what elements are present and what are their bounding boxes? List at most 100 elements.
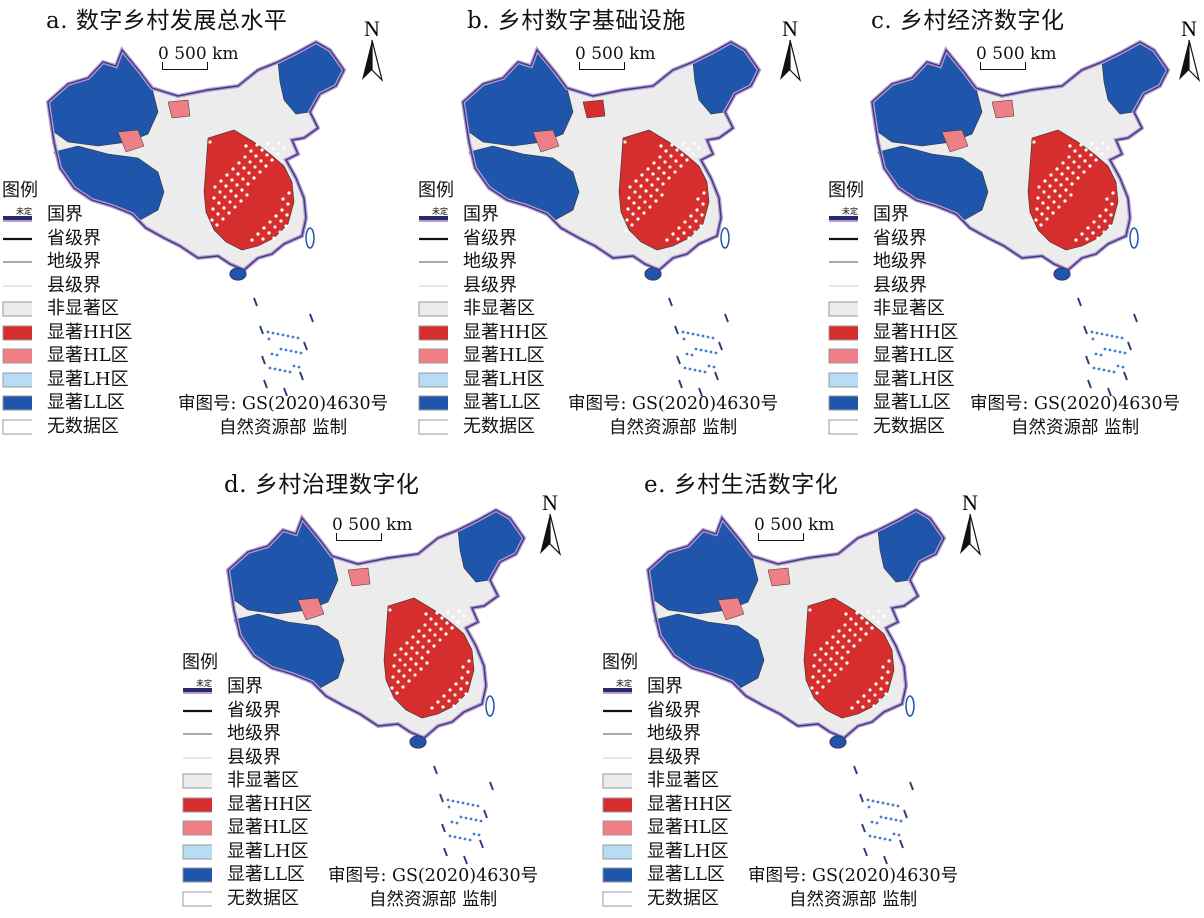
legend-swatch (182, 891, 212, 906)
legend-label: 无数据区 (227, 887, 299, 909)
undetermined-mark: 未定 (16, 207, 32, 216)
legend-swatch (602, 820, 632, 836)
review-number: 审图号: GS(2020)4630号 自然资源部 监制 (178, 392, 388, 440)
undetermined-mark: 未定 (616, 679, 632, 688)
legend-label: 显著LL区 (463, 392, 541, 413)
legend-swatch (419, 285, 448, 286)
legend-swatch (602, 773, 632, 789)
legend-label: 显著HH区 (647, 793, 733, 815)
north-arrow-icon: N (1179, 16, 1201, 82)
china-map (225, 507, 527, 865)
legend-swatch (829, 285, 858, 286)
legend-label: 地级界 (227, 723, 281, 744)
undetermined-mark: 未定 (432, 207, 448, 216)
legend-swatch (183, 757, 212, 758)
legend-swatch (182, 867, 212, 883)
legend-label: 地级界 (47, 251, 101, 272)
legend-label: 国界 (873, 204, 909, 225)
scale-bar (162, 62, 208, 70)
review-line-1: 审图号: GS(2020)4630号 (748, 866, 959, 886)
legend-swatch: 未定 (829, 207, 858, 222)
undetermined-mark: 未定 (196, 679, 212, 688)
legend-title: 图例 (602, 652, 638, 673)
legend-label: 显著LH区 (873, 368, 955, 390)
legend-swatch (2, 419, 32, 434)
legend-label: 显著LH区 (647, 840, 729, 862)
legend-label: 显著HH区 (873, 321, 959, 343)
legend-label: 无数据区 (647, 887, 719, 909)
review-line-2: 自然资源部 监制 (609, 418, 738, 438)
legend-swatch (603, 733, 632, 735)
map-panel-e: e. 乡村生活数字化 0 500 km N 图例 未定 国界 省级界 地级界 县级界 非显… (600, 462, 1010, 918)
review-number: 审图号: GS(2020)4630号 自然资源部 监制 (568, 392, 778, 440)
review-number: 审图号: GS(2020)4630号 自然资源部 监制 (748, 864, 958, 912)
legend-label: 国界 (227, 676, 263, 697)
legend-swatch (829, 237, 858, 240)
north-label: N (962, 490, 978, 515)
legend-label: 非显著区 (873, 298, 945, 319)
legend-label: 显著HH区 (227, 793, 313, 815)
legend-swatch (828, 325, 858, 340)
north-arrow-icon: N (540, 490, 562, 556)
legend-label: 县级界 (647, 746, 701, 768)
legend-swatch (182, 844, 212, 859)
legend-label: 非显著区 (47, 298, 119, 319)
legend-swatch (828, 395, 858, 411)
legend-label: 显著LL区 (227, 864, 305, 885)
legend-swatch (2, 301, 32, 317)
legend-label: 县级界 (873, 274, 927, 296)
legend-label: 显著HL区 (647, 817, 729, 838)
legend-label: 非显著区 (463, 298, 535, 319)
legend-title: 图例 (828, 180, 864, 201)
legend-swatch (602, 844, 632, 859)
review-number: 审图号: GS(2020)4630号 自然资源部 监制 (328, 864, 538, 912)
legend-label: 地级界 (647, 723, 701, 744)
legend-swatch (3, 285, 32, 286)
legend-swatch: 未定 (3, 207, 32, 222)
legend-swatch (418, 348, 448, 364)
legend-label: 无数据区 (873, 415, 945, 437)
scale-label: 0 500 km (575, 44, 656, 64)
legend-swatch (828, 348, 858, 364)
legend-label: 地级界 (463, 251, 517, 272)
review-line-2: 自然资源部 监制 (789, 890, 918, 910)
legend-swatch (182, 797, 212, 812)
legend-title: 图例 (418, 180, 454, 201)
legend-label: 显著LH区 (227, 840, 309, 862)
review-line-2: 自然资源部 监制 (1011, 418, 1140, 438)
legend-swatch (828, 419, 858, 434)
legend-label: 县级界 (47, 274, 101, 296)
legend-label: 国界 (463, 204, 499, 225)
scale-label: 0 500 km (976, 44, 1057, 64)
legend-label: 显著HL区 (47, 345, 129, 366)
scale-bar (579, 62, 625, 70)
legend-swatch (418, 419, 448, 434)
legend-label: 省级界 (873, 227, 927, 249)
legend-label: 显著HL区 (227, 817, 309, 838)
legend-swatch (183, 709, 212, 712)
legend-label: 县级界 (463, 274, 517, 296)
review-line-1: 审图号: GS(2020)4630号 (178, 394, 389, 414)
legend-label: 显著LL区 (873, 392, 951, 413)
panel-title: c. 乡村经济数字化 (871, 8, 1065, 34)
legend-label: 无数据区 (47, 415, 119, 437)
china-map (45, 39, 347, 397)
legend-swatch (2, 325, 32, 340)
legend-swatch (2, 372, 32, 387)
scale-label: 0 500 km (158, 44, 239, 64)
legend-swatch (182, 773, 212, 789)
north-label: N (542, 490, 558, 515)
legend-swatch: 未定 (183, 679, 212, 694)
legend-label: 县级界 (227, 746, 281, 768)
legend-label: 显著LH区 (463, 368, 545, 390)
legend-label: 显著HL区 (463, 345, 545, 366)
legend-swatch (182, 820, 212, 836)
legend-swatch (418, 325, 448, 340)
legend-label: 显著HH区 (463, 321, 549, 343)
legend-label: 显著LH区 (47, 368, 129, 390)
legend-swatch (3, 261, 32, 263)
legend-swatch: 未定 (419, 207, 448, 222)
legend-label: 省级界 (463, 227, 517, 249)
china-map (460, 39, 762, 397)
legend-title: 图例 (182, 652, 218, 673)
